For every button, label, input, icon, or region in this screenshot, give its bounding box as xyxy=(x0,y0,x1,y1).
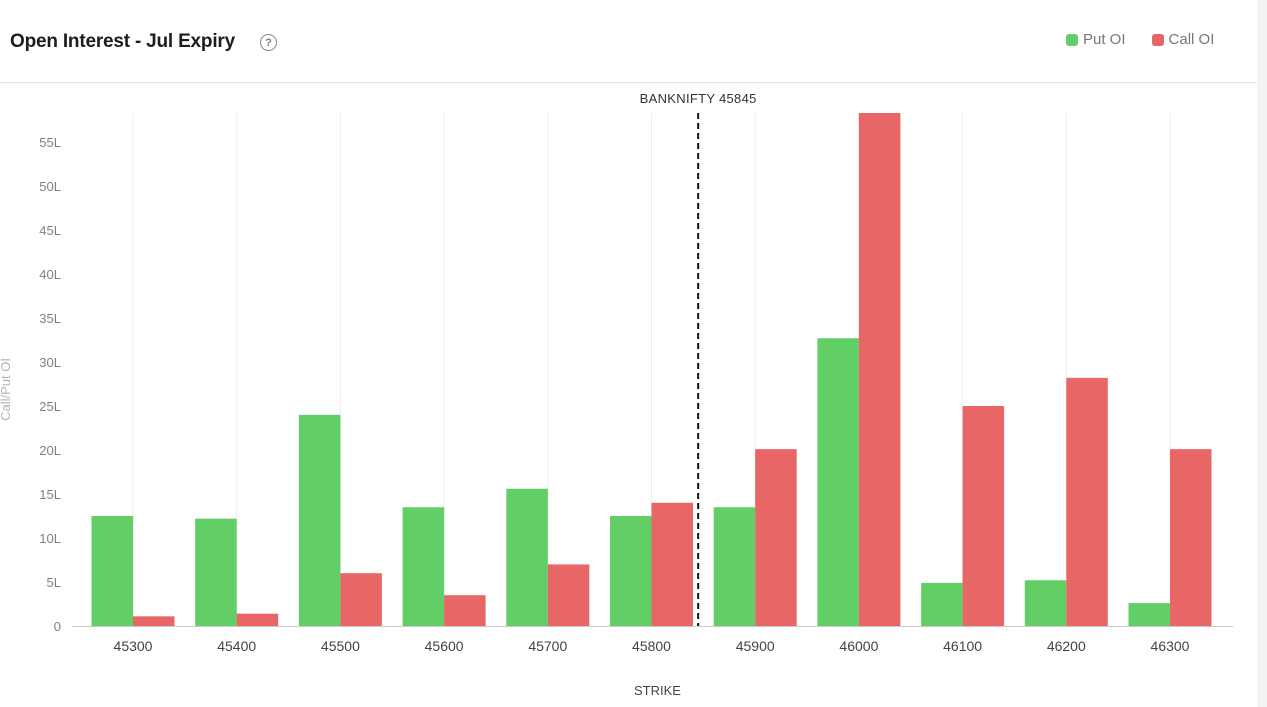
bar-put-46100 xyxy=(921,582,963,626)
bar-put-45400 xyxy=(195,518,237,626)
legend-label-call: Call OI xyxy=(1168,31,1215,48)
x-tick-label: 46200 xyxy=(1047,638,1086,654)
legend-item-call[interactable]: Call OI xyxy=(1151,31,1215,48)
x-tick-label: 46300 xyxy=(1151,638,1190,654)
help-icon[interactable]: ? xyxy=(260,34,277,51)
scrollbar-track[interactable] xyxy=(1257,0,1267,707)
y-tick-label: 0 xyxy=(54,619,61,634)
y-tick-label: 20L xyxy=(39,443,61,458)
bar-call-46300 xyxy=(1170,449,1212,626)
bar-call-45500 xyxy=(340,573,382,626)
x-tick-label: 45700 xyxy=(528,638,567,654)
x-tick-label: 45300 xyxy=(114,638,153,654)
x-tick-label: 46000 xyxy=(839,638,878,654)
y-tick-label: 40L xyxy=(39,267,61,282)
legend-swatch-put xyxy=(1066,33,1078,46)
bar-call-45900 xyxy=(755,449,797,626)
y-axis-label: Call/Put OI xyxy=(0,358,13,421)
legend-item-put[interactable]: Put OI xyxy=(1066,31,1126,48)
x-tick-label: 46100 xyxy=(943,638,982,654)
y-tick-label: 30L xyxy=(39,355,61,370)
y-tick-label: 35L xyxy=(39,311,61,326)
x-tick-label: 45800 xyxy=(632,638,671,654)
bar-call-45800 xyxy=(651,502,693,626)
bar-put-45900 xyxy=(713,507,756,626)
bar-put-46000 xyxy=(817,338,859,626)
bar-put-45300 xyxy=(91,516,133,626)
y-tick-label: 55L xyxy=(39,135,61,150)
x-axis-label: STRIKE xyxy=(634,683,681,698)
bar-call-46100 xyxy=(962,406,1005,626)
y-tick-label: 10L xyxy=(39,531,61,546)
bar-call-45700 xyxy=(547,564,590,626)
chart-legend: Put OI Call OI xyxy=(1066,31,1214,48)
bar-put-45600 xyxy=(402,507,445,626)
y-tick-label: 25L xyxy=(39,399,61,414)
bar-put-45700 xyxy=(506,488,548,626)
bar-call-45400 xyxy=(236,613,279,626)
bar-call-46200 xyxy=(1066,377,1108,626)
y-tick-label: 15L xyxy=(39,487,61,502)
x-tick-label: 45500 xyxy=(321,638,360,654)
bar-call-46000 xyxy=(858,113,901,626)
bar-call-45600 xyxy=(444,595,486,626)
legend-label-put: Put OI xyxy=(1083,31,1126,48)
bar-chart: 0 5L 10L 15L 20L 25L 30L 35L 40L 45L 50L 55L Call/Pu… xyxy=(0,91,1233,698)
bar-call-45300 xyxy=(133,616,175,626)
bar-put-46300 xyxy=(1128,603,1170,626)
legend-swatch-call xyxy=(1151,33,1164,46)
x-tick-label: 45600 xyxy=(425,638,464,654)
x-tick-label: 45400 xyxy=(217,638,256,654)
reference-line-label: BANKNIFTY 45845 xyxy=(640,91,757,106)
chart-header: Open Interest - Jul Expiry ? Put OI Call… xyxy=(0,0,1257,83)
bar-put-45500 xyxy=(298,414,341,626)
bar-put-46200 xyxy=(1024,580,1067,626)
bar-put-45800 xyxy=(610,516,652,626)
x-tick-label: 45900 xyxy=(736,638,775,654)
page-title: Open Interest - Jul Expiry xyxy=(10,31,235,52)
y-tick-label: 50L xyxy=(39,179,61,194)
y-tick-label: 5L xyxy=(47,575,61,590)
y-tick-label: 45L xyxy=(39,223,61,238)
